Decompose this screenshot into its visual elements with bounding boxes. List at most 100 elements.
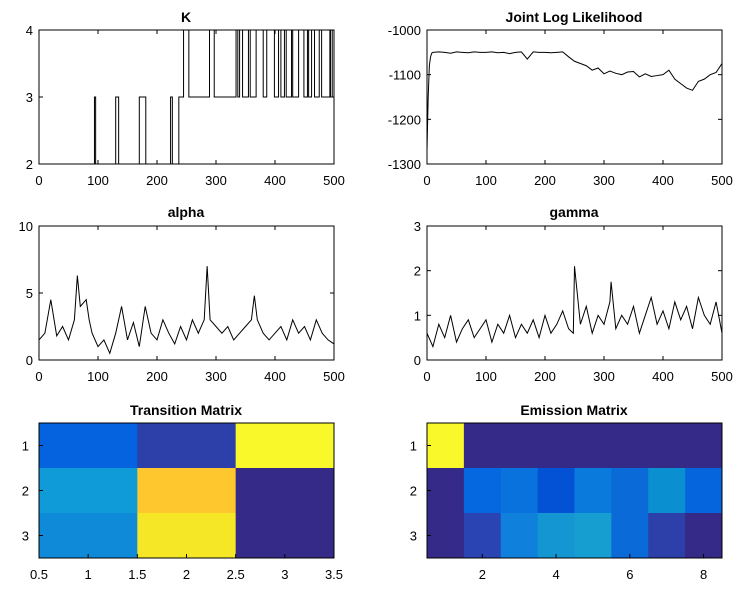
alpha-title: alpha	[168, 204, 205, 220]
transition-xtick-label: 1	[85, 567, 92, 582]
k-trace-panel: K 2 3 4 0 100 200 300 400 500	[26, 9, 345, 188]
transition-cell-r2-c3	[235, 468, 335, 514]
emission-cell-r1-c2	[463, 423, 502, 469]
loglik-ytick-label: -1200	[388, 112, 421, 127]
gamma-xtick-label: 500	[711, 369, 733, 384]
emission-cell-r3-c2	[463, 513, 502, 559]
gamma-xtick-label: 200	[534, 369, 556, 384]
emission-cell-r2-c2	[463, 468, 502, 514]
emission-cell-r3-c6	[611, 513, 649, 559]
emission-xtick-label: 4	[552, 567, 559, 582]
alpha-xtick-label: 500	[323, 369, 345, 384]
emission-cell-r1-c8	[685, 423, 723, 469]
alpha-xtick-label: 200	[146, 369, 168, 384]
loglik-ytick-label: -1300	[388, 157, 421, 172]
transition-cell-r3-c2	[137, 513, 237, 559]
emission-cell-r2-c3	[500, 468, 539, 514]
transition-cell-r1-c2	[137, 423, 237, 469]
K-ytick-label: 4	[26, 23, 33, 38]
loglik-xtick-label: 200	[534, 173, 556, 188]
alpha-ytick-label: 5	[26, 286, 33, 301]
transition-xtick-label: 0.5	[30, 567, 48, 582]
emission-cell-r1-c1	[427, 423, 465, 469]
gamma-ytick-label: 1	[414, 308, 421, 323]
alpha-trace-line	[38, 266, 335, 355]
transition-xtick-label: 2	[183, 567, 190, 582]
K-xtick-label: 200	[146, 173, 168, 188]
emission-cell-r3-c8	[685, 513, 723, 559]
gamma-xtick-label: 400	[652, 369, 674, 384]
gamma-ytick-label: 0	[414, 353, 421, 368]
alpha-xtick-label: 400	[264, 369, 286, 384]
loglik-axes-box	[426, 29, 723, 165]
loglik-xtick-label: 300	[593, 173, 615, 188]
loglik-xtick-label: 100	[475, 173, 497, 188]
K-xtick-label: 400	[264, 173, 286, 188]
alpha-xtick-label: 300	[205, 369, 227, 384]
emission-cell-r3-c3	[500, 513, 539, 559]
emission-ytick-label: 2	[410, 484, 417, 499]
K-ytick-label: 3	[26, 90, 33, 105]
alpha-ytick-label: 10	[19, 219, 33, 234]
emission-cell-r2-c1	[427, 468, 465, 514]
transition-xtick-label: 2.5	[227, 567, 245, 582]
loglik-xtick-label: 500	[711, 173, 733, 188]
gamma-xtick-label: 0	[423, 369, 430, 384]
gamma-title: gamma	[549, 204, 598, 220]
alpha-ytick-label: 0	[26, 353, 33, 368]
gamma-ytick-label: 3	[414, 219, 421, 234]
emission-cell-r1-c6	[611, 423, 649, 469]
transition-xtick-label: 3	[281, 567, 288, 582]
emission-cell-r1-c4	[537, 423, 575, 469]
K-ytick-label: 2	[26, 157, 33, 172]
emission-matrix-title: Emission Matrix	[520, 402, 628, 418]
transition-matrix-title: Transition Matrix	[130, 402, 242, 418]
emission-cell-r3-c5	[574, 513, 612, 559]
K-xtick-label: 300	[205, 173, 227, 188]
emission-ytick-label: 3	[410, 529, 417, 544]
emission-cell-r2-c8	[685, 468, 723, 514]
loglik-trace-line	[426, 51, 723, 151]
emission-matrix-panel: Emission Matrix 1 2 3 2 4 6 8	[410, 402, 723, 582]
emission-cell-r2-c6	[611, 468, 649, 514]
loglik-xtick-label: 400	[652, 173, 674, 188]
transition-matrix-panel: Transition Matrix 1 2 3 0.5 1 1.5 2 2.5 3 3.5	[22, 402, 343, 582]
joint-log-likelihood-panel: Joint Log Likelihood -1000 -1100 -1200 -130…	[388, 9, 733, 188]
K-xtick-label: 0	[35, 173, 42, 188]
transition-ytick-label: 1	[22, 439, 29, 454]
alpha-xtick-label: 0	[35, 369, 42, 384]
log-likelihood-title: Joint Log Likelihood	[506, 9, 643, 25]
emission-ytick-label: 1	[410, 439, 417, 454]
emission-cell-r3-c4	[537, 513, 575, 559]
gamma-xtick-label: 100	[475, 369, 497, 384]
transition-cell-r3-c3	[235, 513, 335, 559]
emission-cell-r2-c4	[537, 468, 575, 514]
alpha-xtick-label: 100	[87, 369, 109, 384]
loglik-ytick-label: -1000	[388, 23, 421, 38]
gamma-trace-panel: gamma 0 1 2 3 0 100 200 300 400 500	[414, 204, 733, 384]
gamma-trace-line	[426, 266, 723, 349]
gamma-axes-box	[426, 225, 723, 361]
K-xtick-label: 500	[323, 173, 345, 188]
transition-cell-r1-c1	[39, 423, 138, 469]
transition-cell-r2-c1	[39, 468, 138, 514]
transition-ytick-label: 2	[22, 484, 29, 499]
loglik-xtick-label: 0	[423, 173, 430, 188]
emission-cell-r3-c1	[427, 513, 465, 559]
transition-cell-r3-c1	[39, 513, 138, 559]
transition-cell-r2-c2	[137, 468, 237, 514]
emission-xtick-label: 2	[479, 567, 486, 582]
emission-cell-r1-c3	[500, 423, 539, 469]
emission-cell-r1-c5	[574, 423, 612, 469]
loglik-ytick-label: -1100	[389, 68, 421, 83]
emission-cell-r1-c7	[648, 423, 686, 469]
transition-xtick-label: 1.5	[128, 567, 146, 582]
gamma-ytick-label: 2	[414, 264, 421, 279]
K-trace-line	[39, 29, 335, 165]
K-xtick-label: 100	[87, 173, 109, 188]
transition-xtick-label: 3.5	[325, 567, 343, 582]
transition-cell-r1-c3	[235, 423, 335, 469]
emission-xtick-label: 6	[626, 567, 633, 582]
transition-ytick-label: 3	[22, 529, 29, 544]
